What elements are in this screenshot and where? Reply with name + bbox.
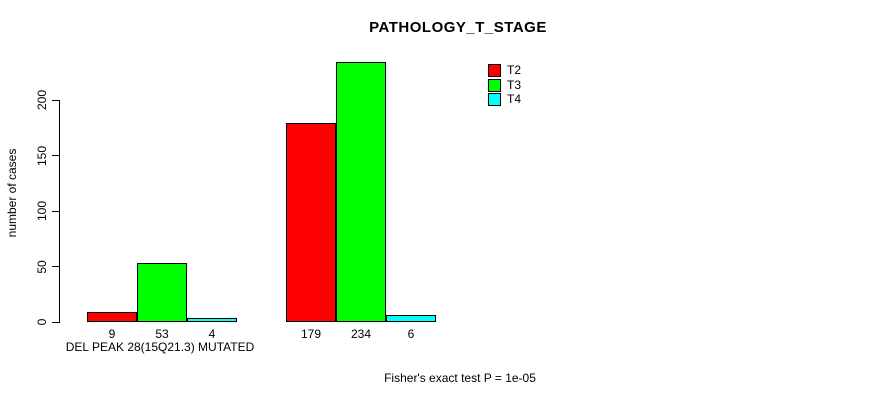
- y-tick: [52, 210, 59, 212]
- legend-label: T2: [507, 63, 522, 77]
- bar-t2-group1: [87, 312, 137, 322]
- bar-t4-group1: [187, 318, 237, 322]
- y-tick-label: 100: [35, 200, 49, 222]
- bar-t3-group1: [137, 263, 187, 322]
- bar-value-label: 4: [208, 327, 216, 341]
- legend-swatch-icon: [488, 64, 501, 77]
- bar-value-label: 234: [350, 327, 372, 341]
- legend: T2 T3 T4: [488, 64, 521, 108]
- legend-swatch-icon: [488, 78, 501, 92]
- y-tick: [52, 99, 59, 101]
- y-tick-label: 0: [35, 318, 49, 326]
- y-tick-label: 50: [35, 259, 49, 274]
- legend-row-t3: T3: [488, 77, 522, 92]
- footer-stat: Fisher's exact test P = 1e-05: [384, 371, 536, 385]
- y-tick-label: 150: [35, 145, 49, 166]
- y-axis-line: [59, 100, 60, 323]
- y-tick: [52, 155, 59, 156]
- y-tick: [52, 266, 59, 267]
- legend-row-t4: T4: [488, 93, 521, 106]
- x-axis-label: DEL PEAK 28(15Q21.3) MUTATED: [65, 340, 255, 354]
- legend-row-t2: T2: [488, 64, 521, 77]
- legend-label: T4: [507, 92, 522, 106]
- bar-value-label: 9: [108, 327, 116, 341]
- bar-value-label: 6: [407, 327, 415, 341]
- y-tick-label: 200: [35, 89, 49, 111]
- bar-t4-group2: [386, 315, 436, 322]
- legend-label: T3: [507, 77, 522, 92]
- y-tick: [52, 321, 59, 323]
- y-axis-label: number of cases: [5, 148, 19, 238]
- bar-t3-group2: [336, 62, 386, 322]
- chart-title: PATHOLOGY_T_STAGE: [369, 19, 547, 36]
- bar-value-label: 179: [300, 327, 322, 341]
- bar-value-label: 53: [155, 327, 169, 341]
- legend-swatch-icon: [488, 93, 501, 106]
- bar-t2-group2: [286, 123, 336, 322]
